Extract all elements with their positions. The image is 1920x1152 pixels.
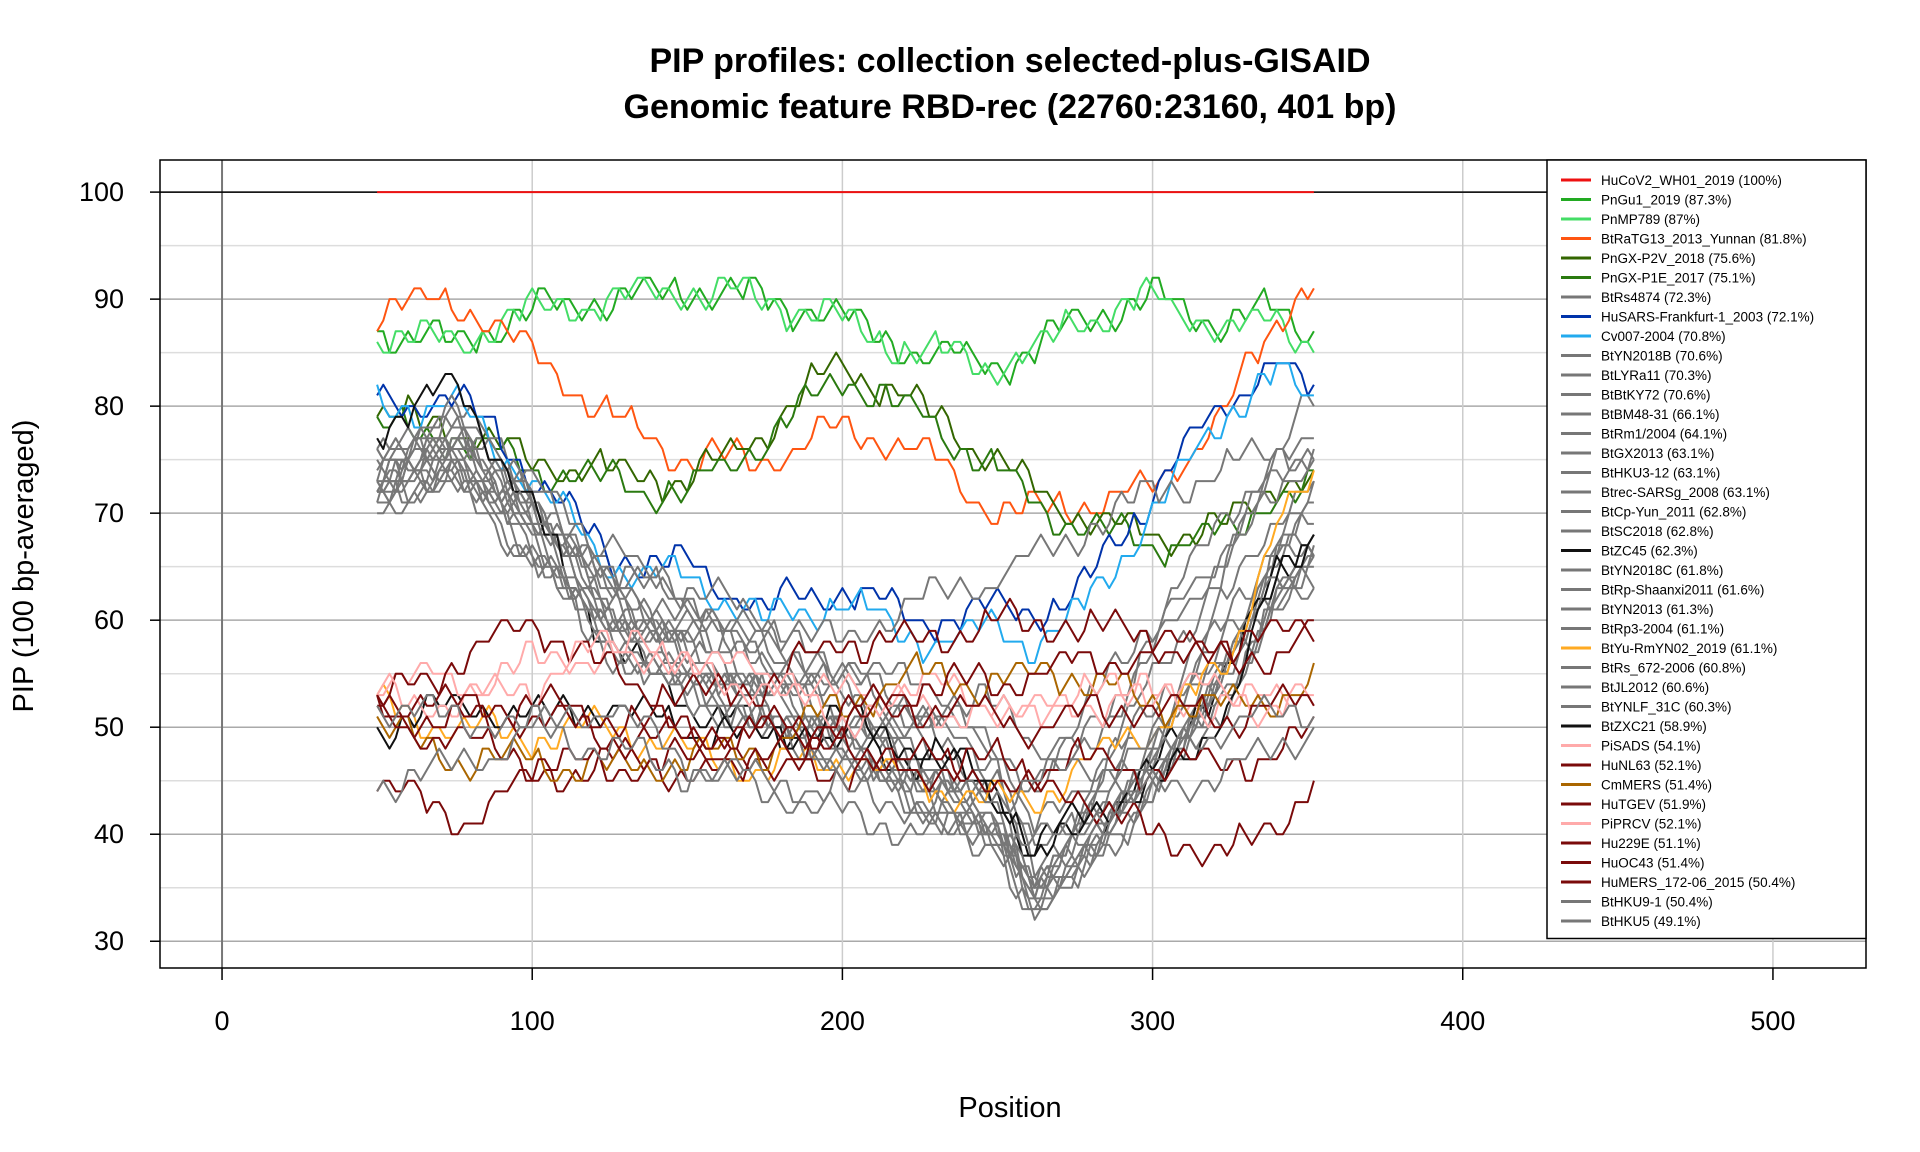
axes: 30 40 50 60 70 80 90 100 0 100 200 300 400 500 xyxy=(79,177,1796,1036)
legend: HuCoV2_WH01_2019 (100%) PnGu1_2019 (87.3%… xyxy=(1546,159,1867,940)
y-tick-label: 80 xyxy=(94,391,124,421)
legend-entry: PiSADS (54.1%) xyxy=(1601,739,1701,754)
legend-entry: BtRaTG13_2013_Yunnan (81.8%) xyxy=(1601,232,1807,247)
legend-entry: BtBM48-31 (66.1%) xyxy=(1601,407,1720,422)
series-line xyxy=(376,458,1314,911)
series-line xyxy=(376,597,1314,707)
legend-entry: BtGX2013 (63.1%) xyxy=(1601,446,1714,461)
legend-entry: HuMERS_172-06_2015 (50.4%) xyxy=(1601,875,1795,890)
x-tick-label: 0 xyxy=(215,1006,230,1036)
legend-entry: BtLYRa11 (70.3%) xyxy=(1601,368,1712,383)
legend-entry: BtRp3-2004 (61.1%) xyxy=(1601,622,1724,637)
legend-entry: BtRm1/2004 (64.1%) xyxy=(1601,427,1727,442)
x-tick-label: 300 xyxy=(1130,1006,1175,1036)
y-tick-label: 90 xyxy=(94,284,124,314)
legend-entry: Hu229E (51.1%) xyxy=(1601,836,1701,851)
series-line xyxy=(376,373,1315,857)
legend-entry: BtBtKY72 (70.6%) xyxy=(1601,388,1711,403)
legend-entry: PnGu1_2019 (87.3%) xyxy=(1601,193,1732,208)
y-tick-label: 40 xyxy=(94,819,124,849)
series-line xyxy=(376,351,1315,557)
legend-entry: HuCoV2_WH01_2019 (100%) xyxy=(1601,173,1782,188)
legend-entry: BtYN2018B (70.6%) xyxy=(1601,349,1723,364)
y-axis-label: PIP (100 bp-averaged) xyxy=(8,420,40,713)
legend-entry: BtSC2018 (62.8%) xyxy=(1601,524,1714,539)
legend-entry: BtZC45 (62.3%) xyxy=(1601,544,1698,559)
legend-entry: HuSARS-Frankfurt-1_2003 (72.1%) xyxy=(1601,310,1814,325)
series-line xyxy=(376,276,1315,386)
y-tick-label: 50 xyxy=(94,712,124,742)
legend-entry: Cv007-2004 (70.8%) xyxy=(1601,329,1726,344)
x-tick-label: 500 xyxy=(1750,1006,1795,1036)
legend-entry: BtRp-Shaanxi2011 (61.6%) xyxy=(1601,583,1764,598)
y-tick-label: 100 xyxy=(79,177,124,207)
series-line xyxy=(376,694,1315,868)
x-tick-label: 100 xyxy=(510,1006,555,1036)
chart-subtitle: Genomic feature RBD-rec (22760:23160, 40… xyxy=(624,88,1397,126)
series-line xyxy=(376,683,1315,761)
y-tick-label: 30 xyxy=(94,926,124,956)
legend-entry: CmMERS (51.4%) xyxy=(1601,778,1712,793)
legend-entry: BtHKU3-12 (63.1%) xyxy=(1601,466,1720,481)
y-tick-label: 70 xyxy=(94,498,124,528)
legend-entry: BtHKU5 (49.1%) xyxy=(1601,914,1701,929)
legend-entry: BtJL2012 (60.6%) xyxy=(1601,680,1709,695)
legend-entry: HuTGEV (51.9%) xyxy=(1601,797,1706,812)
x-tick-label: 400 xyxy=(1440,1006,1485,1036)
legend-entry: BtHKU9-1 (50.4%) xyxy=(1601,895,1713,910)
legend-entry: BtRs_672-2006 (60.8%) xyxy=(1601,661,1746,676)
legend-entry: HuOC43 (51.4%) xyxy=(1601,856,1705,871)
y-tick-label: 60 xyxy=(94,605,124,635)
series-line xyxy=(376,694,1315,825)
x-tick-label: 200 xyxy=(820,1006,865,1036)
legend-entry: PnGX-P1E_2017 (75.1%) xyxy=(1601,271,1756,286)
series-line xyxy=(376,651,1315,782)
x-axis-label: Position xyxy=(958,1092,1061,1124)
legend-entry: Btrec-SARSg_2008 (63.1%) xyxy=(1601,485,1770,500)
chart-title: PIP profiles: collection selected-plus-G… xyxy=(649,42,1370,80)
legend-entry: BtRs4874 (72.3%) xyxy=(1601,290,1711,305)
series-line xyxy=(377,458,1315,911)
legend-box xyxy=(1546,159,1867,940)
series-line xyxy=(377,469,1315,921)
legend-entry: PnMP789 (87%) xyxy=(1601,212,1700,227)
legend-entry: BtCp-Yun_2011 (62.8%) xyxy=(1601,505,1746,520)
legend-entry: BtZXC21 (58.9%) xyxy=(1601,719,1707,734)
legend-entry: BtYNLF_31C (60.3%) xyxy=(1601,700,1732,715)
legend-entry: PnGX-P2V_2018 (75.6%) xyxy=(1601,251,1756,266)
legend-entry: PiPRCV (52.1%) xyxy=(1601,817,1702,832)
legend-entry: HuNL63 (52.1%) xyxy=(1601,758,1702,773)
legend-entry: BtYN2018C (61.8%) xyxy=(1601,563,1723,578)
legend-entry: BtYN2013 (61.3%) xyxy=(1601,602,1714,617)
series-lines xyxy=(376,191,1315,921)
legend-entry: BtYu-RmYN02_2019 (61.1%) xyxy=(1601,641,1777,656)
